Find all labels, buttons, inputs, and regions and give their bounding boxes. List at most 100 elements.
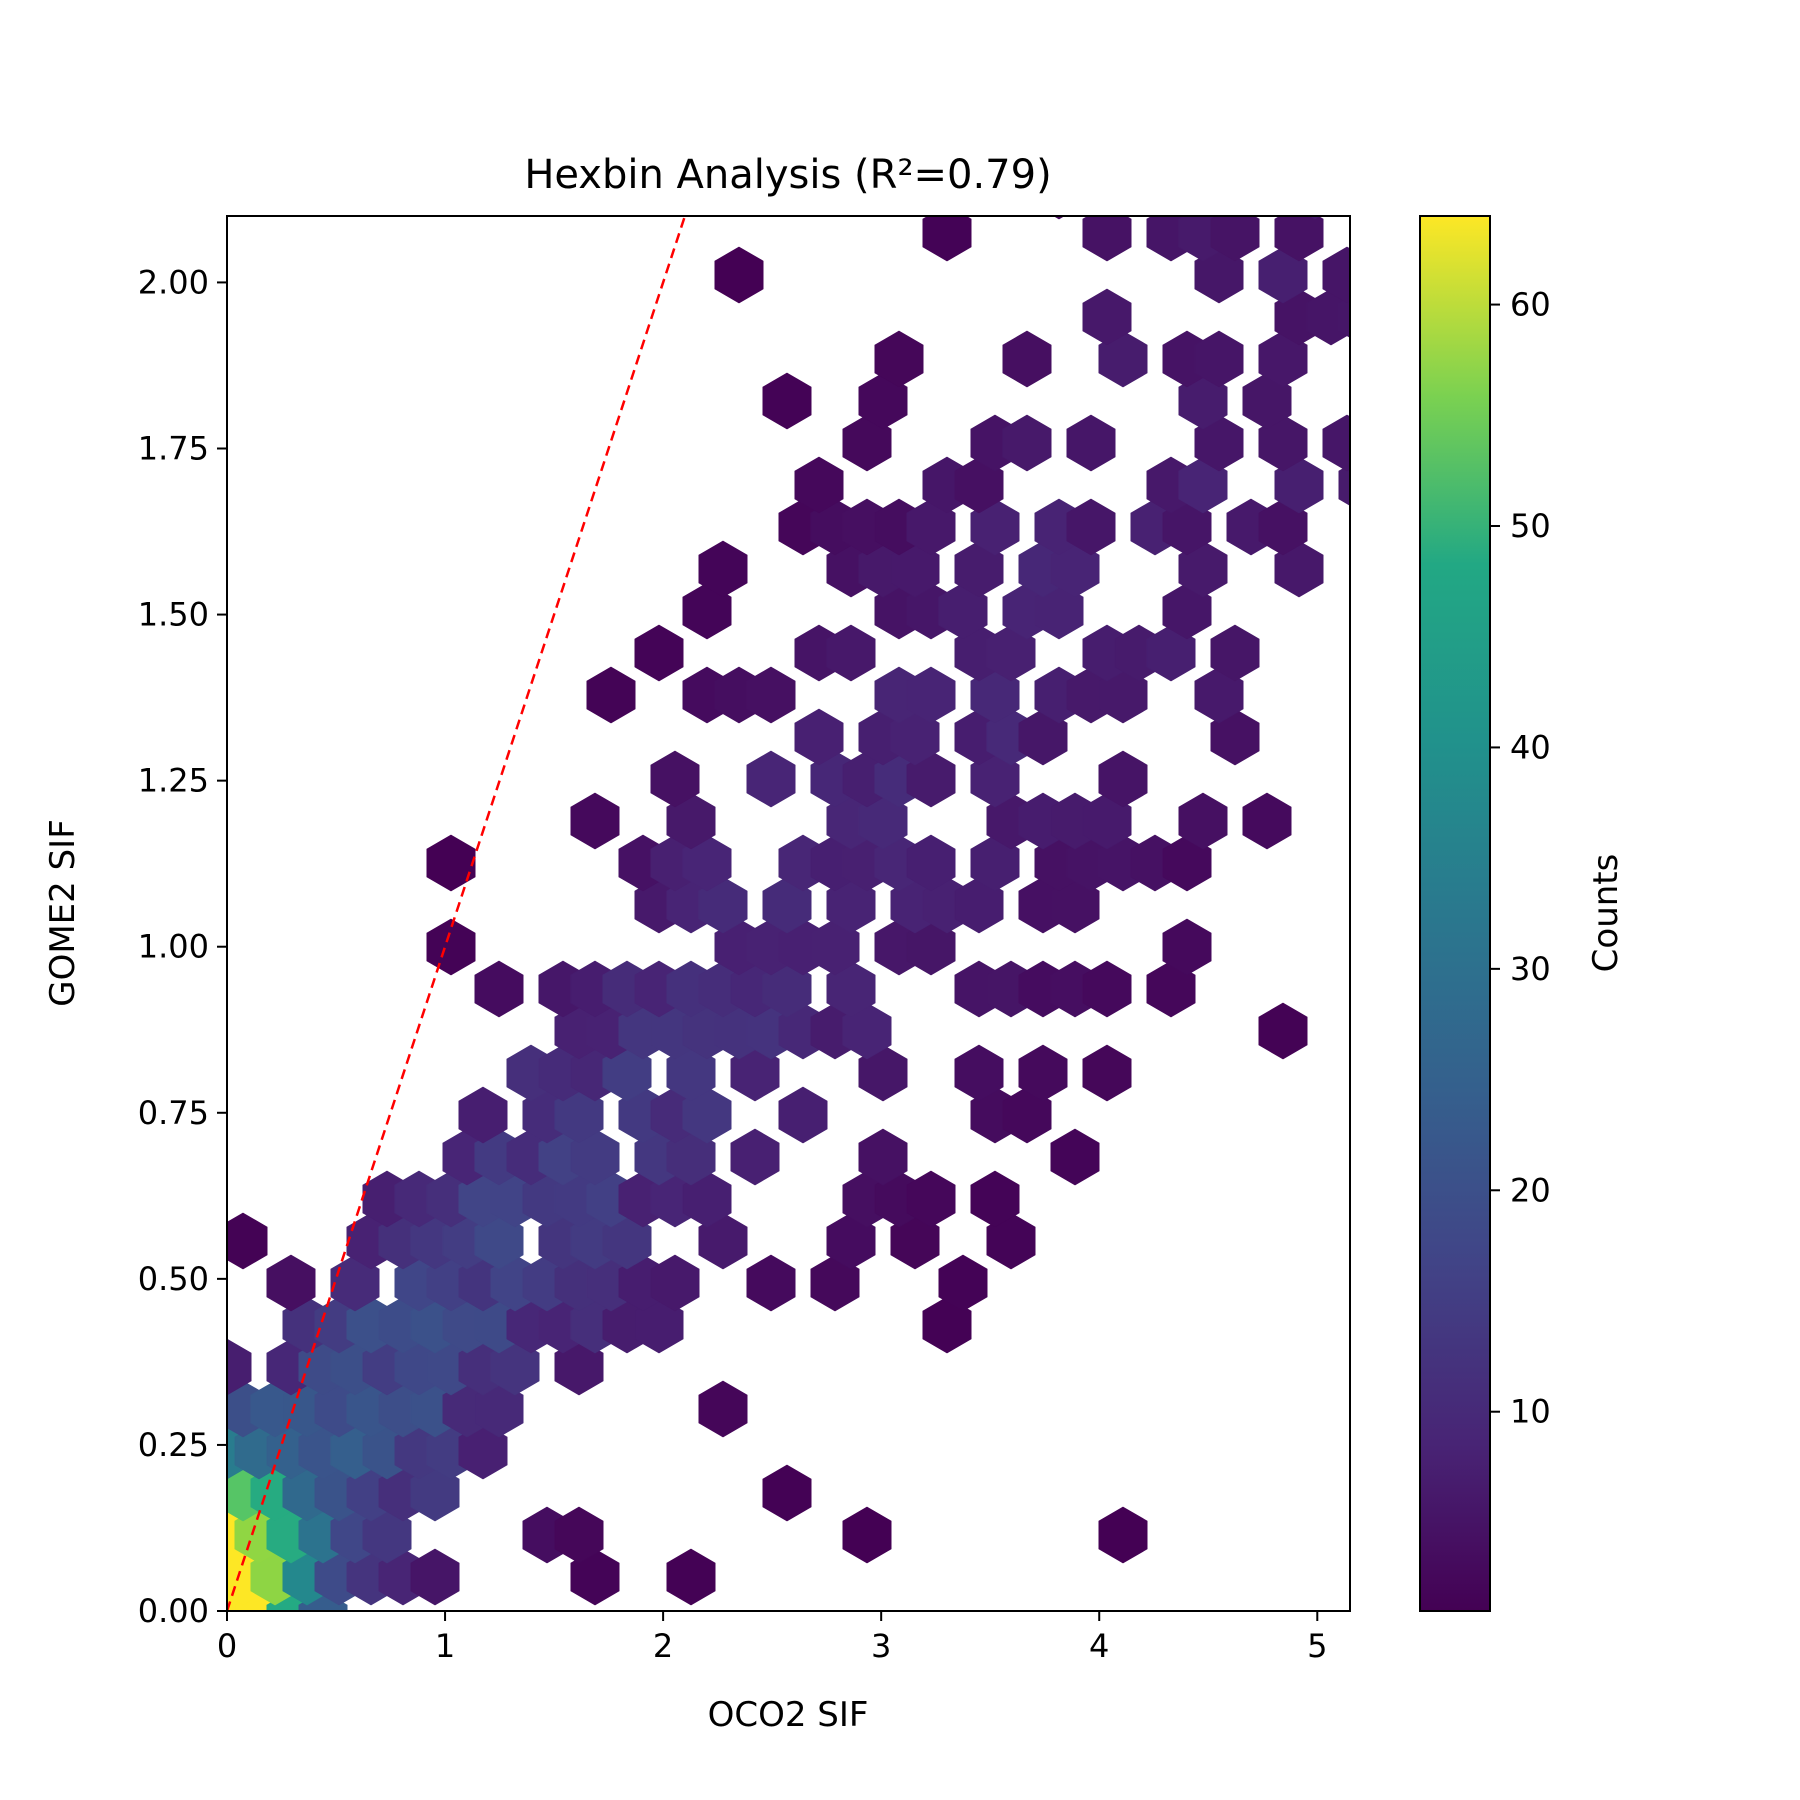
hexbin-cell (1274, 456, 1324, 514)
hexbin-cell (330, 1254, 380, 1312)
hexbin-cell (1066, 498, 1116, 556)
hexbin-cell (922, 1296, 972, 1354)
y-tick-label: 0.00 (138, 1592, 209, 1630)
hexbin-cell (1322, 246, 1350, 304)
hexbin-cell (1098, 666, 1148, 724)
hexbin-cell (890, 708, 940, 766)
hexbin-cell (682, 1086, 732, 1144)
hexbin-cell (1355, 1339, 1403, 1395)
hexbin-cell (810, 1254, 860, 1312)
hexbin-cell (970, 834, 1020, 892)
hexbin-cell (570, 1128, 620, 1186)
hexbin-cell (858, 1128, 908, 1186)
hexbin-cell (1258, 498, 1308, 556)
hexbin-cell (458, 1422, 508, 1480)
hexbin-cell (938, 1254, 988, 1312)
x-tick-label: 4 (1089, 1627, 1109, 1665)
hexbin-cell (906, 834, 956, 892)
hexbin-cell (762, 876, 812, 934)
hexbin-cell (227, 1338, 252, 1396)
hexbin-cell (954, 876, 1004, 934)
hexbin-cell (1355, 247, 1403, 303)
hexbin-cell (554, 1086, 604, 1144)
hexbin-cell (666, 1548, 716, 1606)
hexbin-cell (554, 1506, 604, 1564)
hexbin-cell (1242, 372, 1292, 430)
hexbin-cell (746, 1254, 796, 1312)
hexbin-cell (474, 1380, 524, 1438)
hexbin-cell (890, 1212, 940, 1270)
hexbin-cell (970, 666, 1020, 724)
hexbin-cell (602, 1212, 652, 1270)
reference-line (227, 216, 687, 1611)
hexbin-cell (954, 540, 1004, 598)
hexbin-cell (954, 456, 1004, 514)
hexbin-cell (842, 414, 892, 472)
hexbin-cell (1210, 624, 1260, 682)
hexbin-cell (762, 1464, 812, 1522)
hexbin-cell (858, 372, 908, 430)
hexbin-cell (1178, 372, 1228, 430)
y-tick-label: 2.00 (138, 263, 209, 301)
hexbin-cell (1162, 918, 1212, 976)
hexbin-cell (1210, 708, 1260, 766)
hexbin-cell (1178, 540, 1228, 598)
chart-title: Hexbin Analysis (R²=0.79) (524, 152, 1051, 198)
hexbin-cell (746, 750, 796, 808)
hexbin-cell (634, 1296, 684, 1354)
colorbar-label: Counts (1586, 854, 1626, 973)
hexbin-cell (1066, 414, 1116, 472)
hexbin-cell (1178, 456, 1228, 514)
hexbin-cell (1258, 246, 1308, 304)
hexbin-cell (842, 1506, 892, 1564)
hexbin-cell (1002, 330, 1052, 388)
hexbin-cell (1194, 414, 1244, 472)
hexbin-cell (474, 1212, 524, 1270)
hexbin-cell (826, 960, 876, 1018)
hexbin-cell (1050, 1128, 1100, 1186)
hexbin-cell (1018, 708, 1068, 766)
hexbin-cell (1355, 1003, 1403, 1059)
hexbin-cell (1355, 163, 1403, 219)
colorbar-ticks: 10 20 30 40 50 60 (1490, 286, 1551, 1431)
hexbin-cell (1162, 582, 1212, 640)
hexbin-cell (906, 750, 956, 808)
hexbin-cell (1098, 330, 1148, 388)
hexbin-cell (1338, 464, 1350, 506)
hexbin-cell (970, 498, 1020, 556)
hexbin-cell (1322, 414, 1350, 472)
hexbin-cell (1146, 960, 1196, 1018)
hexbin-cell (1338, 296, 1350, 338)
colorbar-tick-label: 30 (1510, 950, 1551, 988)
hexbin-cell (1050, 540, 1100, 598)
hexbin-cell (298, 1590, 348, 1611)
hexbin-cell (826, 876, 876, 934)
colorbar-tick-label: 20 (1510, 1171, 1551, 1209)
reference-line-group (227, 216, 687, 1611)
hexbin-cell (458, 1086, 508, 1144)
hexbin-cell (1146, 624, 1196, 682)
hexbin-cell (1194, 246, 1244, 304)
x-tick-label: 1 (435, 1627, 455, 1665)
hexbin-cell (666, 1044, 716, 1102)
y-tick-label: 1.50 (138, 596, 209, 634)
hexbin-cell (794, 708, 844, 766)
hexbin-cell (1082, 960, 1132, 1018)
hexbin-cell (682, 834, 732, 892)
y-tick-label: 1.00 (138, 928, 209, 966)
hexbin-cell (698, 1380, 748, 1438)
x-axis-ticks: 0 1 2 3 4 5 (217, 1611, 1327, 1665)
hexbin-cell (858, 792, 908, 850)
colorbar (1419, 215, 1491, 1612)
hexbin-cell (586, 666, 636, 724)
hexbin-cell (602, 1044, 652, 1102)
hexbin-cell (890, 540, 940, 598)
hexbin-cell (1258, 414, 1308, 472)
hexbin-cell (1194, 330, 1244, 388)
hexbin-cell (666, 1128, 716, 1186)
hexbin-cell (1210, 216, 1260, 262)
hexbin-cell (762, 372, 812, 430)
hexbin-cell (362, 1506, 412, 1564)
hexbin-cell (266, 1254, 316, 1312)
hexbin-cell (922, 216, 972, 262)
